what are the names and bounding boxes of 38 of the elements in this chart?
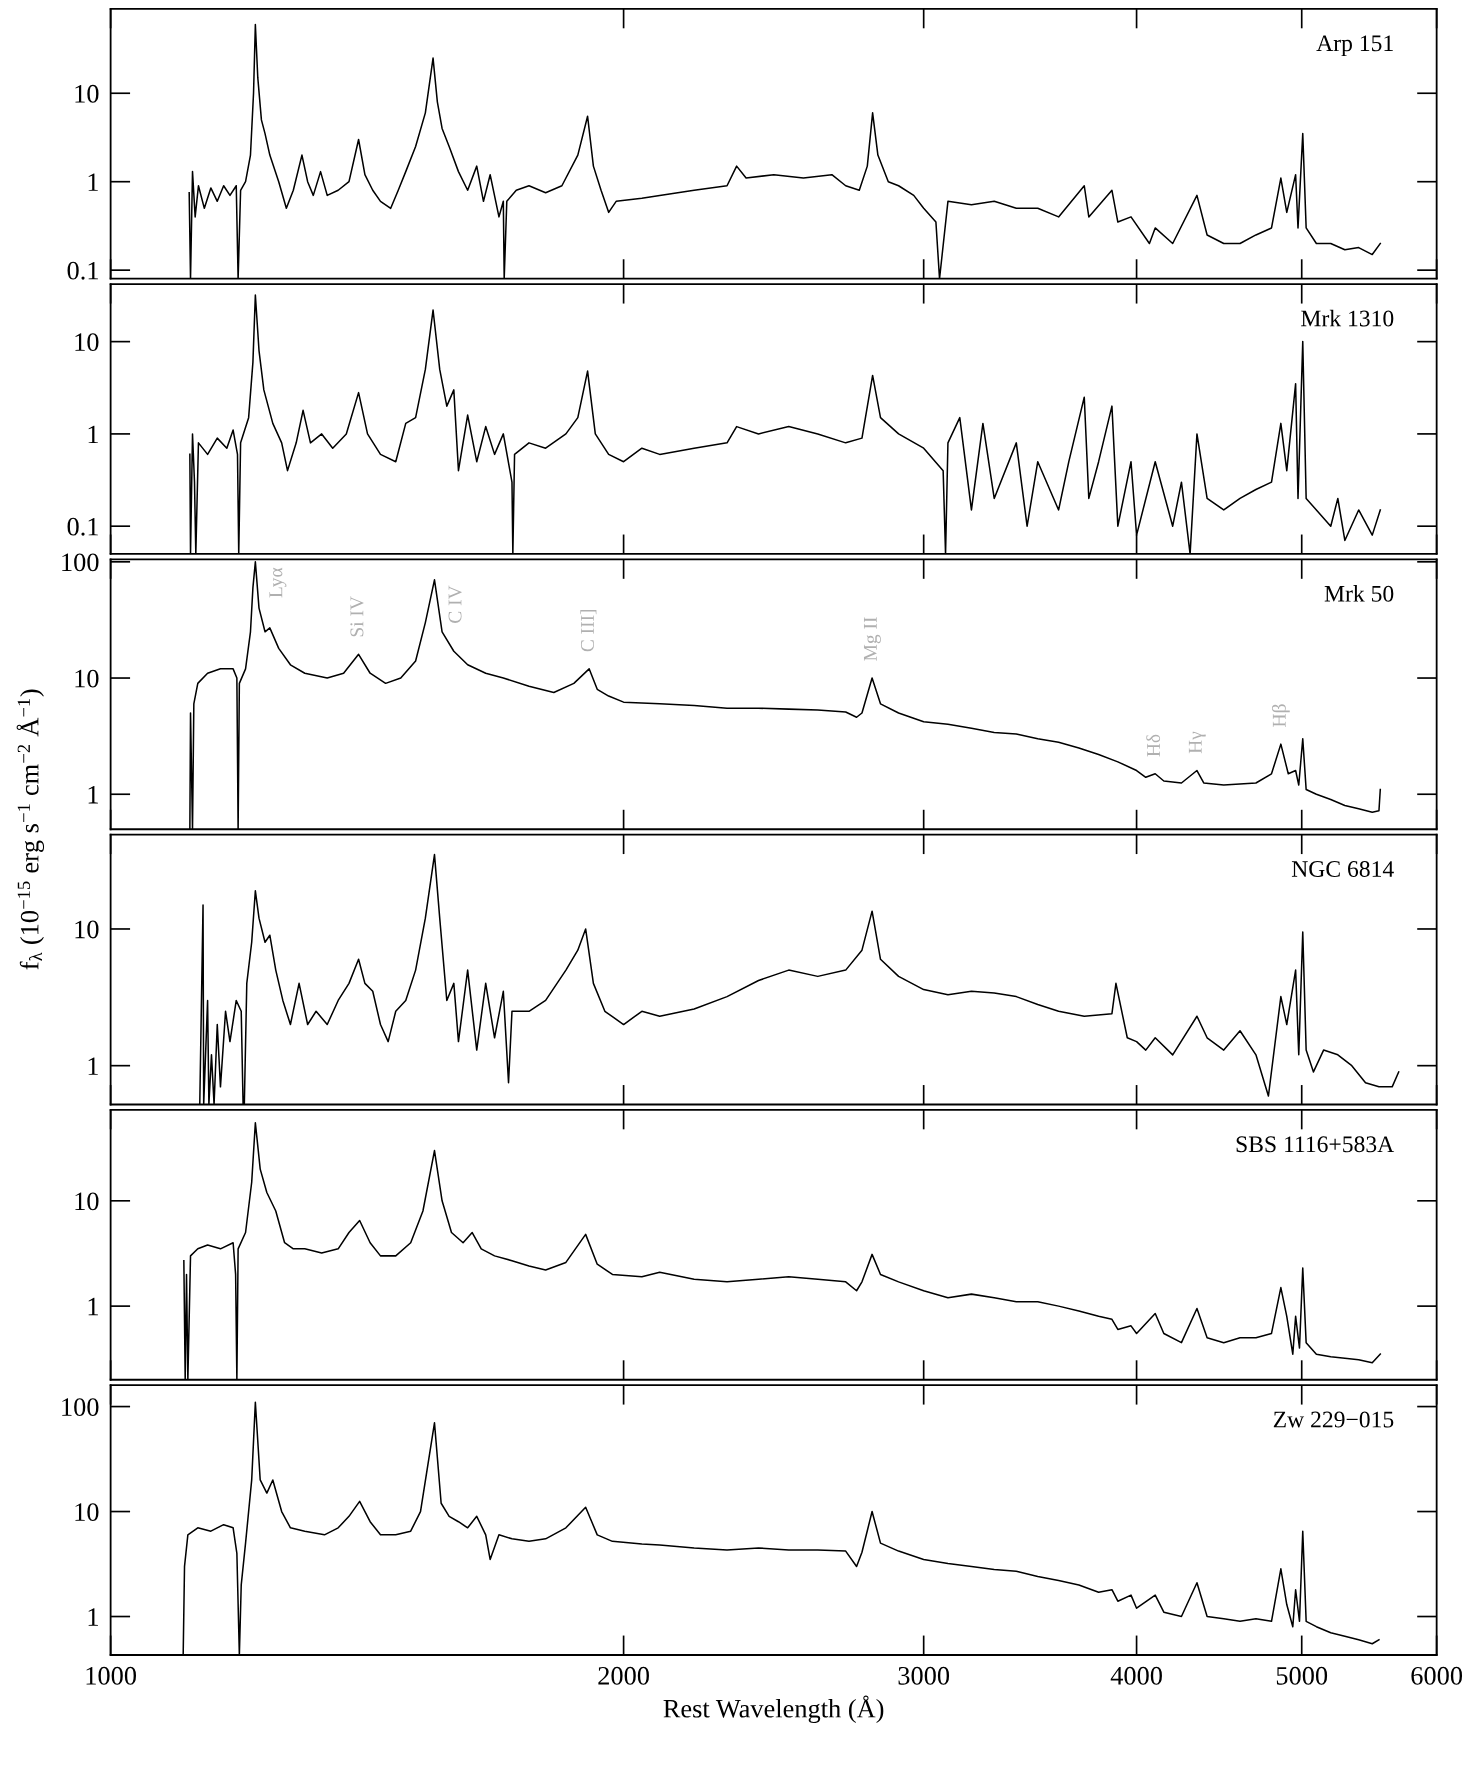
annotation: Si IV <box>350 596 364 637</box>
x-tick-label: 3000 <box>898 1666 950 1685</box>
annotation: Hβ <box>1271 704 1290 727</box>
x-tick-label: 5000 <box>1276 1666 1328 1685</box>
text: Zw 229−015 <box>1273 1411 1394 1428</box>
y-tick-label: 10 <box>75 1192 99 1211</box>
y-tick-label: 1 <box>88 173 98 191</box>
y-tick-label: 10 <box>75 669 99 688</box>
x-tick-label: 2000 <box>598 1666 649 1685</box>
text: SBS 1116+583A <box>1236 1136 1395 1153</box>
y-tick-label: 1 <box>88 1608 98 1626</box>
y-tick-label: 100 <box>62 553 99 572</box>
x-tick-label: 1000 <box>86 1666 137 1685</box>
annotation: Hδ <box>1146 734 1161 757</box>
annotation: C III] <box>580 609 597 652</box>
y-tick-label: 1 <box>88 1057 98 1075</box>
y-tick-label: 100 <box>62 1398 99 1416</box>
y-tick-label: 1 <box>88 785 98 804</box>
text: f$_{λ}$ (10$^{−15}$ erg s$^{−1}$ cm$^{−2}$ Å$^{−1}$) <box>16 689 45 970</box>
annotation: C IV <box>448 585 462 623</box>
y-tick-label: 0.1 <box>67 517 98 536</box>
x-tick-label: 6000 <box>1411 1666 1463 1685</box>
text: Mrk 50 <box>1324 585 1394 602</box>
annotation: Mg II <box>863 617 881 661</box>
y-tick-label: 10 <box>75 333 99 352</box>
x-axis-title: Rest Wavelength (Å) <box>663 1695 884 1724</box>
y-tick-label: 1 <box>88 1297 98 1316</box>
annotation: Lyα <box>269 567 287 598</box>
text: NGC 6814 <box>1291 861 1394 877</box>
y-tick-label: 1 <box>88 425 98 444</box>
x-tick-label: 4000 <box>1110 1666 1162 1685</box>
y-tick-label: 10 <box>75 1503 99 1521</box>
y-tick-label: 10 <box>75 920 99 939</box>
annotation: Hγ <box>1188 731 1206 754</box>
text: Arp 151 <box>1316 35 1393 56</box>
text: Mrk 1310 <box>1301 309 1394 327</box>
y-tick-label: 10 <box>75 84 99 103</box>
y-tick-label: 0.1 <box>67 261 98 280</box>
